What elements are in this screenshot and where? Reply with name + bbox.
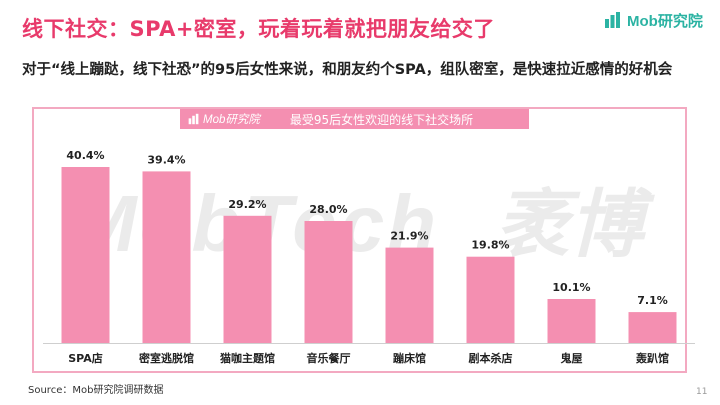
- mob-logo: Mob研究院: [604, 9, 703, 31]
- slide-title: 线下社交：SPA+密室，玩着玩着就把朋友给交了: [22, 17, 495, 41]
- category-label-1: 密室逃脱馆: [139, 351, 194, 365]
- bar-4: [385, 247, 434, 343]
- category-label-6: 鬼屋: [561, 351, 583, 365]
- data-label-4: 21.9%: [390, 230, 428, 243]
- bar-6: [547, 299, 596, 343]
- data-label-1: 39.4%: [147, 153, 185, 166]
- data-label-0: 40.4%: [66, 149, 104, 162]
- data-label-5: 19.8%: [471, 239, 509, 252]
- bar-5: [466, 256, 515, 343]
- logo-text: Mob研究院: [627, 12, 703, 30]
- chart-header-logo-text: Mob研究院: [203, 114, 260, 126]
- bar-1: [142, 171, 191, 343]
- category-label-5: 剧本杀店: [469, 351, 513, 365]
- page-number: 11: [696, 387, 708, 397]
- chart-title: 最受95后女性欢迎的线下社交场所: [289, 112, 474, 127]
- mob-logo-icon: [605, 12, 620, 28]
- chart-header: Mob研究院 最受95后女性欢迎的线下社交场所: [180, 109, 529, 129]
- data-label-7: 7.1%: [637, 294, 668, 307]
- category-label-0: SPA店: [68, 351, 103, 365]
- bar-7: [628, 312, 677, 343]
- chart-header-logo: Mob研究院: [188, 111, 260, 127]
- data-label-3: 28.0%: [309, 203, 347, 216]
- bar-2: [223, 215, 272, 343]
- data-label-2: 29.2%: [228, 198, 266, 211]
- category-label-4: 蹦床馆: [393, 351, 426, 365]
- category-label-7: 轰趴馆: [635, 351, 669, 365]
- slide-subtitle: 对于“线上蹦跶，线下社恐”的95后女性来说，和朋友约个SPA，组队密室，是快速拉…: [22, 62, 673, 78]
- watermark-cn: 袤博: [495, 182, 643, 268]
- data-label-6: 10.1%: [552, 281, 590, 294]
- bar-0: [61, 167, 110, 343]
- category-label-2: 猫咖主题馆: [220, 351, 275, 365]
- bar-3: [304, 221, 353, 343]
- mob-logo-icon: [188, 113, 199, 125]
- category-label-3: 音乐餐厅: [307, 351, 351, 365]
- source-note: Source：Mob研究院调研数据: [28, 385, 164, 396]
